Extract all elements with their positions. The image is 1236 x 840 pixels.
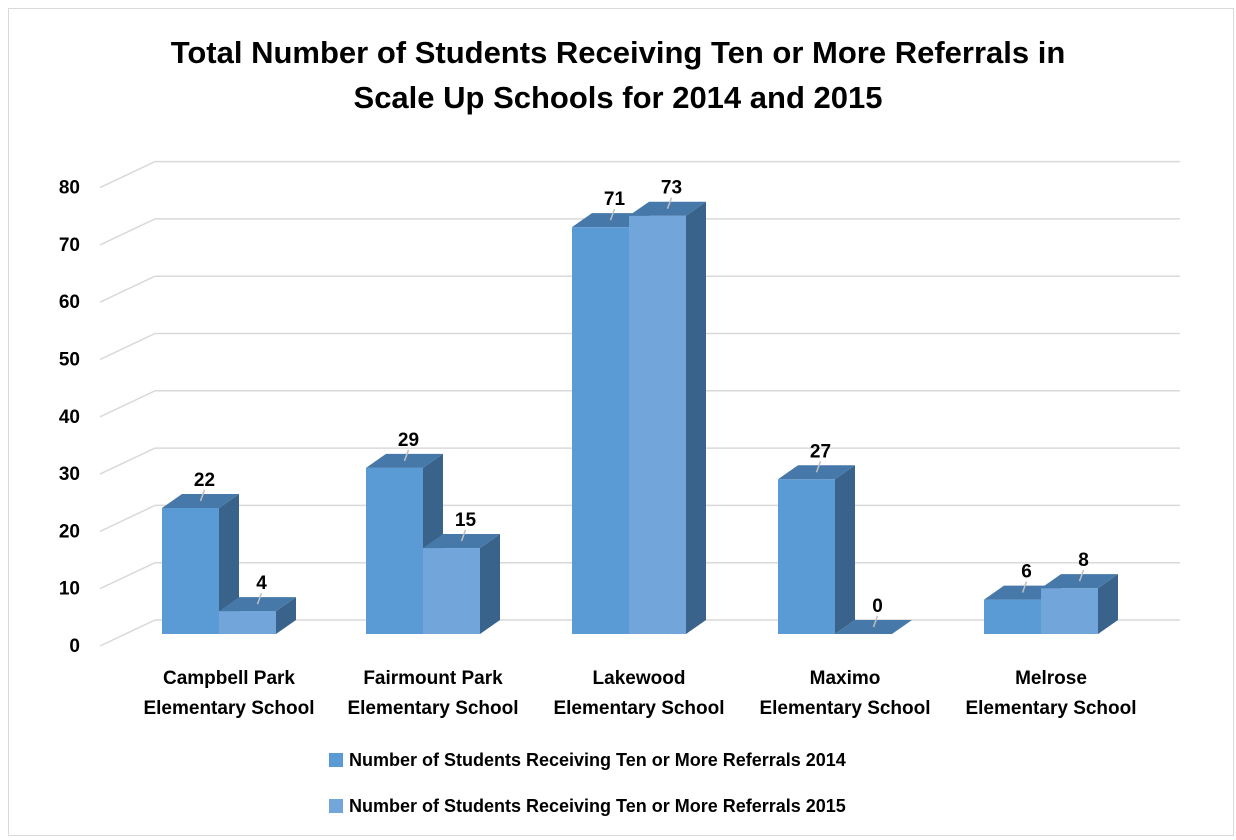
bar xyxy=(366,467,423,634)
bar xyxy=(778,479,835,634)
y-tick-label: 60 xyxy=(59,292,80,313)
category-label: Fairmount Park xyxy=(363,668,503,689)
bar-side xyxy=(686,201,706,634)
grid-diagonal xyxy=(99,160,156,189)
chart-frame xyxy=(8,8,1234,836)
y-tick-label: 50 xyxy=(59,350,80,371)
leader-line xyxy=(609,208,616,221)
y-axis-ticks: 0 10 20 30 40 50 60 70 80 xyxy=(59,178,80,657)
y-tick-label: 80 xyxy=(59,178,80,199)
grid-diagonal xyxy=(99,562,156,590)
data-label: 6 xyxy=(1021,562,1032,583)
legend-item-2015: Number of Students Receiving Ten or More… xyxy=(329,794,846,818)
leader-line xyxy=(256,592,263,605)
y-tick-label: 20 xyxy=(59,521,80,542)
bar xyxy=(1041,588,1098,634)
leader-line xyxy=(666,197,673,209)
bar xyxy=(572,227,629,635)
bar-side xyxy=(480,534,500,634)
bar-side xyxy=(276,597,296,634)
leader-line xyxy=(1078,569,1085,582)
category-label: Campbell Park xyxy=(163,668,295,689)
category-labels: Campbell Park Elementary School Fairmount … xyxy=(143,668,1136,719)
bar xyxy=(219,611,276,634)
category-label: Maximo xyxy=(810,668,881,689)
category-label: Elementary School xyxy=(347,698,518,719)
grid-diagonal xyxy=(99,390,156,418)
bar xyxy=(162,507,219,634)
category-label: Elementary School xyxy=(965,698,1136,719)
data-label: 29 xyxy=(398,430,419,451)
category-label: Melrose xyxy=(1015,668,1087,689)
chart-title: Total Number of Students Receiving Ten o… xyxy=(0,30,1236,120)
legend-swatch-2014 xyxy=(329,753,343,767)
y-tick-label: 0 xyxy=(69,636,80,657)
chart-title-line-2: Scale Up Schools for 2014 and 2015 xyxy=(353,80,883,115)
leader-line xyxy=(1021,581,1028,593)
data-labels: 22 4 29 15 71 73 27 0 6 8 xyxy=(194,178,1089,628)
data-label: 8 xyxy=(1078,550,1089,571)
grid-diagonal xyxy=(99,275,156,303)
bar xyxy=(629,215,686,634)
leader-line xyxy=(199,489,206,502)
bar xyxy=(984,599,1041,634)
bar-side xyxy=(219,493,239,634)
bar-side xyxy=(1098,574,1118,634)
category-label: Elementary School xyxy=(553,698,724,719)
leader-line xyxy=(815,461,822,473)
legend-label-2015: Number of Students Receiving Ten or More… xyxy=(349,795,846,816)
leader-line xyxy=(460,529,467,542)
bar xyxy=(423,548,480,634)
y-tick-label: 30 xyxy=(59,464,80,485)
leader-line xyxy=(403,449,410,462)
y-tick-label: 10 xyxy=(59,579,80,600)
category-label: Lakewood xyxy=(593,668,686,689)
data-label: 22 xyxy=(194,470,215,491)
data-label: 73 xyxy=(661,178,682,199)
chart-title-line-1: Total Number of Students Receiving Ten o… xyxy=(170,35,1066,70)
y-tick-label: 70 xyxy=(59,235,80,256)
grid-diagonal xyxy=(99,332,156,361)
grid-diagonal xyxy=(99,504,156,533)
category-label: Elementary School xyxy=(143,698,314,719)
y-tick-label: 40 xyxy=(59,407,80,428)
bars xyxy=(162,201,1118,635)
legend: Number of Students Receiving Ten or More… xyxy=(329,748,846,840)
legend-swatch-2015 xyxy=(329,799,343,813)
legend-label-2014: Number of Students Receiving Ten or More… xyxy=(349,749,846,770)
grid-diagonal xyxy=(99,447,156,475)
data-label: 71 xyxy=(604,189,626,210)
legend-item-2014: Number of Students Receiving Ten or More… xyxy=(329,748,846,772)
data-label: 27 xyxy=(810,441,831,462)
leader-line xyxy=(872,615,879,628)
category-label: Elementary School xyxy=(759,698,930,719)
data-label: 4 xyxy=(256,573,267,594)
data-label: 15 xyxy=(455,510,477,531)
grid-diagonal xyxy=(99,218,156,246)
bar-side xyxy=(835,465,855,634)
grid-diagonal xyxy=(99,619,156,647)
data-label: 0 xyxy=(872,596,883,617)
